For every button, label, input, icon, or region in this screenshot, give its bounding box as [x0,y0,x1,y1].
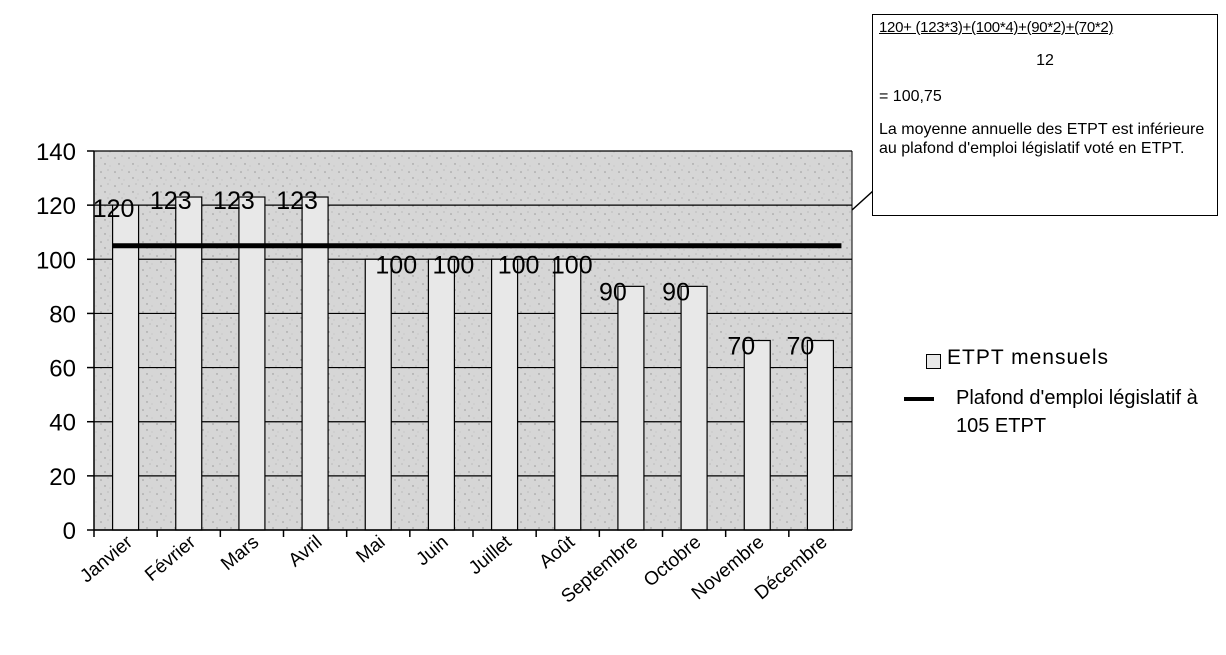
data-label: 100 [498,251,540,279]
data-label: 100 [375,251,417,279]
legend-swatch-line [904,397,934,401]
bar-juillet [490,258,519,531]
data-label: 90 [662,278,690,306]
legend-item-bars: ETPT mensuels [904,346,1206,370]
y-tick-label: 40 [49,410,76,437]
legend-item-line: Plafond d'emploi législatif à 105 ETPT [904,384,1206,440]
x-tick-label: Mars [217,532,263,575]
y-tick-label: 20 [49,464,76,491]
bar-février [175,196,203,531]
bar-août [554,258,582,531]
bar-septembre [617,285,645,531]
bar-mai [364,258,392,531]
legend: ETPT mensuels Plafond d'emploi législati… [904,346,1206,440]
x-tick-label: Janvier [76,531,137,587]
bar-janvier [111,204,140,531]
formula-result: = 100,75 [879,88,942,105]
y-tick-label: 120 [36,193,76,220]
x-tick-label: Avril [285,532,327,572]
plot-area [94,151,852,530]
legend-label-bars: ETPT mensuels [947,346,1109,369]
data-label: 100 [551,251,593,279]
data-label: 123 [150,187,192,215]
x-tick-label: Février [141,531,200,586]
y-tick-label: 0 [63,518,76,545]
formula-annotation-box: 120+ (123*3)+(100*4)+(90*2)+(70*2) 12 = … [872,14,1218,216]
bar-avril [301,196,329,531]
y-tick-label: 80 [49,301,76,328]
y-tick-label: 60 [49,356,76,383]
data-label: 120 [93,195,135,223]
x-tick-label: Juin [412,532,452,570]
data-label: 123 [213,187,255,215]
x-tick-label: Août [536,531,580,573]
data-label: 70 [787,333,815,361]
bar-juin [427,258,456,531]
data-label: 100 [433,251,475,279]
y-tick-label: 100 [36,247,76,274]
legend-label-line: Plafond d'emploi législatif à 105 ETPT [956,387,1198,437]
bar-décembre [806,339,835,531]
data-label: 90 [599,278,627,306]
y-tick-label: 140 [36,139,76,166]
x-tick-label: Juillet [465,531,516,579]
bar-novembre [743,339,771,531]
x-tick-label: Mai [353,532,390,568]
formula-denominator: 12 [1036,52,1054,69]
data-label: 123 [276,187,318,215]
formula-numerator: 120+ (123*3)+(100*4)+(90*2)+(70*2) [879,19,1114,36]
legend-swatch-bars [926,354,941,369]
bar-octobre [680,285,708,531]
data-label: 70 [727,333,755,361]
formula-note: La moyenne annuelle des ETPT est inférie… [879,121,1205,157]
